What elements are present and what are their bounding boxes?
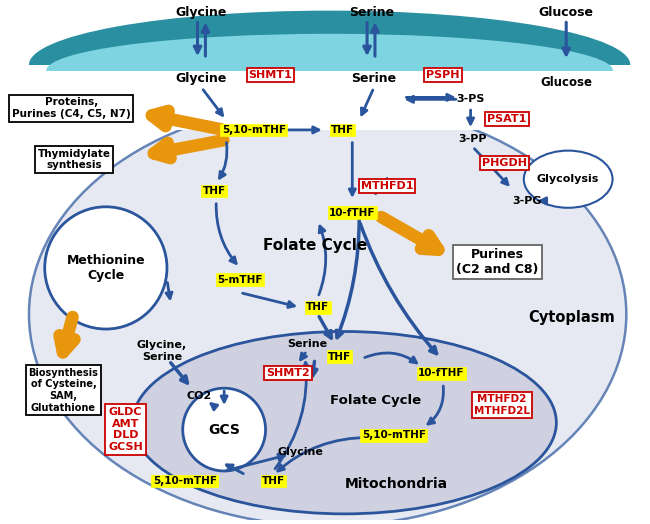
Text: 3-PS: 3-PS <box>456 94 485 104</box>
Ellipse shape <box>524 150 612 208</box>
Text: SHMT2: SHMT2 <box>266 368 310 378</box>
Circle shape <box>45 207 167 329</box>
Text: Serine: Serine <box>352 72 396 85</box>
Text: MTHFD1: MTHFD1 <box>361 181 413 191</box>
Text: SHMT1: SHMT1 <box>248 70 292 80</box>
Text: CO2: CO2 <box>187 391 212 401</box>
Text: 5,10-mTHF: 5,10-mTHF <box>222 125 286 135</box>
Text: Glycine: Glycine <box>176 72 227 85</box>
Bar <box>24 71 635 130</box>
Text: Glycine,
Serine: Glycine, Serine <box>137 340 187 362</box>
Text: Proteins,
Purines (C4, C5, N7): Proteins, Purines (C4, C5, N7) <box>12 97 131 119</box>
Text: 10-fTHF: 10-fTHF <box>329 208 376 217</box>
Text: Folate Cycle: Folate Cycle <box>330 395 421 408</box>
Text: Glycine: Glycine <box>176 6 227 19</box>
Text: 3-PP: 3-PP <box>458 134 487 144</box>
Ellipse shape <box>46 34 613 108</box>
Text: Mitochondria: Mitochondria <box>345 477 448 491</box>
Text: Glycolysis: Glycolysis <box>537 174 599 184</box>
Text: THF: THF <box>306 302 330 312</box>
Text: THF: THF <box>331 125 354 135</box>
Text: 10-fTHF: 10-fTHF <box>418 368 464 378</box>
Text: THF: THF <box>328 352 351 362</box>
Text: PHGDH: PHGDH <box>482 158 526 168</box>
Text: PSPH: PSPH <box>426 70 460 80</box>
Text: Glycine: Glycine <box>277 447 323 457</box>
Text: Serine: Serine <box>287 339 327 349</box>
Text: GCS: GCS <box>208 422 240 436</box>
Text: MTHFD2
MTHFD2L: MTHFD2 MTHFD2L <box>474 394 530 416</box>
Ellipse shape <box>29 10 630 119</box>
Bar <box>24 65 635 124</box>
Text: 3-PG: 3-PG <box>512 196 541 206</box>
Text: Serine: Serine <box>350 6 395 19</box>
Text: GLDC
AMT
DLD
GCSH: GLDC AMT DLD GCSH <box>108 407 143 452</box>
Ellipse shape <box>29 102 627 524</box>
Text: Folate Cycle: Folate Cycle <box>263 238 367 253</box>
Text: PSAT1: PSAT1 <box>488 114 526 124</box>
Text: Glucose: Glucose <box>540 76 592 89</box>
Text: 5,10-mTHF: 5,10-mTHF <box>361 431 426 441</box>
Text: Glucose: Glucose <box>539 6 593 19</box>
Text: Methionine
Cycle: Methionine Cycle <box>66 254 145 282</box>
Text: Thymidylate
synthesis: Thymidylate synthesis <box>38 149 111 170</box>
Circle shape <box>183 388 266 471</box>
Text: Biosynthesis
of Cysteine,
SAM,
Glutathione: Biosynthesis of Cysteine, SAM, Glutathio… <box>29 368 98 412</box>
Text: Purines
(C2 and C8): Purines (C2 and C8) <box>456 248 538 276</box>
Text: 5-mTHF: 5-mTHF <box>217 275 263 285</box>
Text: THF: THF <box>262 476 285 486</box>
Text: 5,10-mTHF: 5,10-mTHF <box>153 476 216 486</box>
Ellipse shape <box>133 332 556 514</box>
Text: Cytoplasm: Cytoplasm <box>528 310 614 325</box>
Text: THF: THF <box>203 186 226 196</box>
